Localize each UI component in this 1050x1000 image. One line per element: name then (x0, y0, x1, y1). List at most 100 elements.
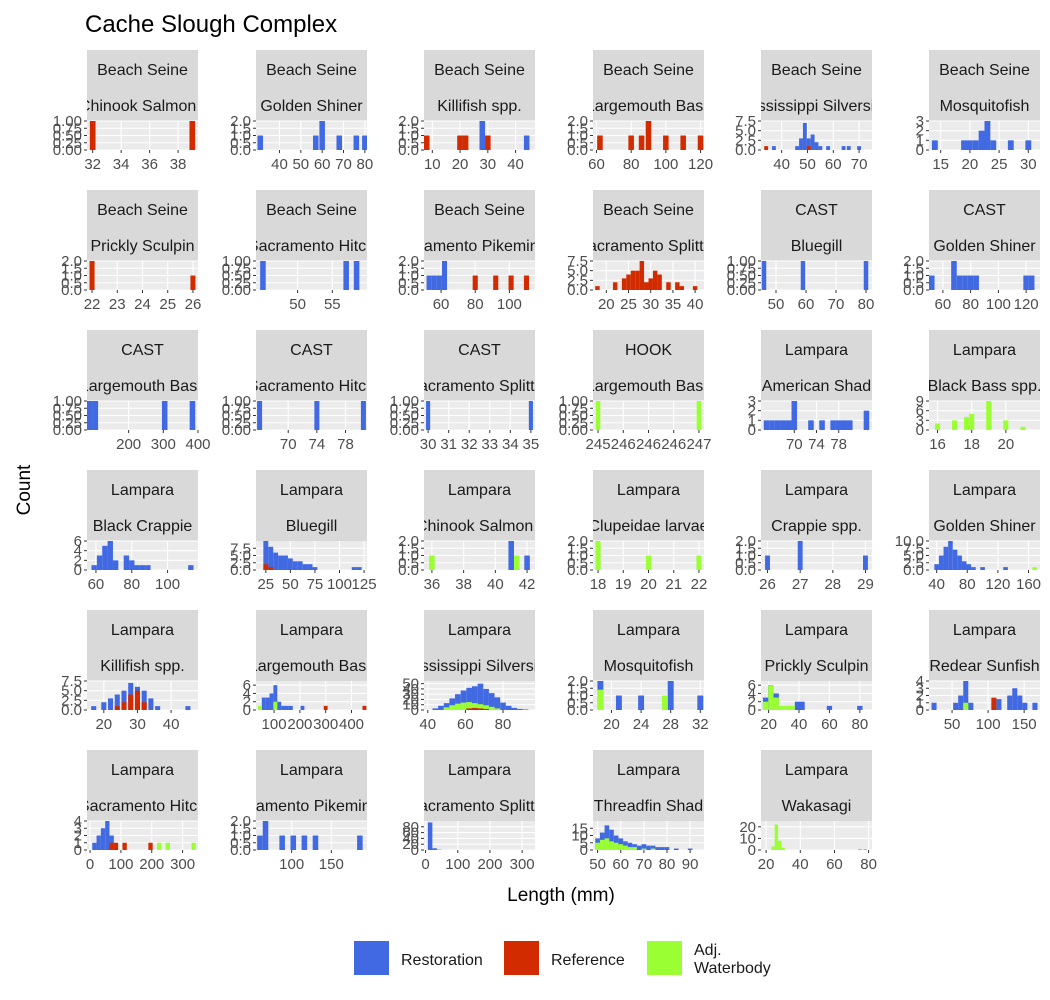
x-tick-label: 30 (1020, 156, 1037, 173)
y-tick-label: 10 (739, 830, 756, 847)
x-tick-label: 30 (129, 716, 146, 733)
bars-group (257, 401, 366, 430)
histogram-bar (96, 835, 101, 850)
x-tick-label: 100 (279, 856, 304, 873)
x-tick-label: 0 (86, 856, 94, 873)
facet-strip-species (424, 786, 535, 821)
x-tick-label: 60 (457, 716, 474, 733)
histogram-bar (973, 275, 979, 290)
histogram-bar (449, 705, 456, 710)
x-tick-label: 100 (262, 716, 287, 733)
bars-group (765, 541, 868, 570)
y-tick-label: 2.0 (230, 813, 251, 830)
histogram-bar (802, 122, 807, 150)
facet-strip-species-label: Sacramento Hitch (248, 238, 375, 255)
histogram-bar (343, 261, 349, 290)
histogram-bar (830, 420, 836, 430)
histogram-bar (472, 275, 478, 290)
x-tick-label: 74 (808, 436, 825, 453)
figure-title: Cache Slough Complex (85, 11, 337, 38)
facet-strip-species-label: Sacramento Hitch (248, 378, 375, 395)
x-tick-label: 60 (314, 156, 331, 173)
histogram-bar (436, 275, 442, 290)
bars-group (432, 683, 529, 710)
histogram-bar (597, 135, 603, 150)
histogram-bar (846, 146, 851, 150)
histogram-bar (800, 261, 806, 290)
histogram-bar (675, 282, 680, 290)
histogram-bar (791, 401, 798, 430)
y-tick-label: 1.00 (53, 113, 82, 130)
facet-strip-species-label: Sacramento Hitch (79, 798, 206, 815)
facet-strip-species-label: Prickly Sculpin (90, 238, 194, 255)
x-tick-label: 120 (688, 156, 713, 173)
facet-panel-20: Lampara Bluegill 0.02.55.07.5 25 50 75 100 125 (230, 470, 377, 593)
facet-strip-method-label: Lampara (448, 482, 511, 499)
histogram-bar (943, 546, 949, 570)
y-tick-label: 2 (74, 828, 82, 845)
histogram-bar (597, 689, 604, 710)
x-tick-label: 40 (791, 716, 808, 733)
x-tick-label: 80 (858, 296, 875, 313)
facet-strip-method (87, 750, 198, 786)
facet-panel-15: CAST Sacramento Splittail 0.000.250.500.75… (390, 330, 539, 453)
y-tick-label: 50 (402, 676, 419, 693)
y-tick-label: 1.5 (230, 820, 251, 837)
y-tick-label: 0.50 (222, 408, 251, 425)
y-tick-label: 2 (916, 688, 924, 705)
bars-group (762, 685, 863, 710)
y-tick-label: 7.5 (230, 540, 251, 557)
x-tick-label: 78 (337, 436, 354, 453)
y-tick-label: 0.00 (222, 422, 251, 439)
y-tick-label: 6 (243, 677, 251, 694)
facet-panel-11: CAST Bluegill 0.000.250.500.751.00 50 60 70 80 (727, 190, 875, 313)
y-tick-label: 1.5 (903, 260, 924, 277)
histogram-bar (863, 261, 869, 290)
x-tick-label: 40 (792, 856, 809, 873)
histogram-bar (471, 707, 478, 710)
histogram-bar (353, 135, 360, 150)
histogram-bar (139, 565, 146, 570)
y-tick-label: 0 (916, 422, 924, 439)
histogram-bar (517, 708, 523, 710)
facet-strip-species-label: Chinook Salmon ( (416, 518, 544, 535)
facet-panel-9: Beach Seine Sacramento Pikeminnow 0.00.51.… (398, 190, 535, 313)
y-tick-label: 0.0 (735, 142, 756, 159)
histogram-bar (799, 138, 803, 150)
facet-strip-species-label: Killifish spp. (100, 658, 184, 675)
bars-group (92, 821, 196, 850)
histogram-bar (441, 261, 448, 290)
x-tick-label: 100 (497, 296, 522, 313)
facet-strip-method (256, 190, 367, 226)
facet-strip-method (256, 330, 367, 366)
histogram-bar (931, 702, 937, 710)
histogram-bar (92, 842, 97, 850)
histogram-bar (986, 401, 992, 430)
y-tick-label: 0.75 (53, 120, 82, 137)
histogram-bar (485, 135, 491, 150)
histogram-bar (645, 121, 652, 150)
bars-group (934, 401, 1026, 430)
x-tick-label: 125 (352, 576, 377, 593)
facet-strip-method-label: Lampara (953, 482, 1016, 499)
histogram-bar (96, 555, 103, 570)
y-tick-label: 4 (748, 685, 756, 702)
x-tick-label: 40 (419, 716, 436, 733)
histogram-bar (857, 705, 863, 710)
histogram-bar (460, 702, 467, 710)
y-tick-label: 7.5 (903, 540, 924, 557)
histogram-bar (929, 275, 935, 290)
bars-group (89, 121, 196, 150)
y-tick-label: 1.5 (398, 120, 419, 137)
bars-group (597, 681, 704, 710)
y-tick-label: 0.25 (727, 275, 756, 292)
histogram-bar (1012, 688, 1018, 710)
histogram-bar (644, 282, 649, 290)
facet-strip-method-label: Lampara (953, 342, 1016, 359)
x-tick-label: 100 (986, 296, 1011, 313)
histogram-bar (283, 555, 288, 570)
histogram-bar (595, 286, 600, 290)
histogram-bar (105, 821, 110, 850)
histogram-bar (129, 560, 135, 570)
